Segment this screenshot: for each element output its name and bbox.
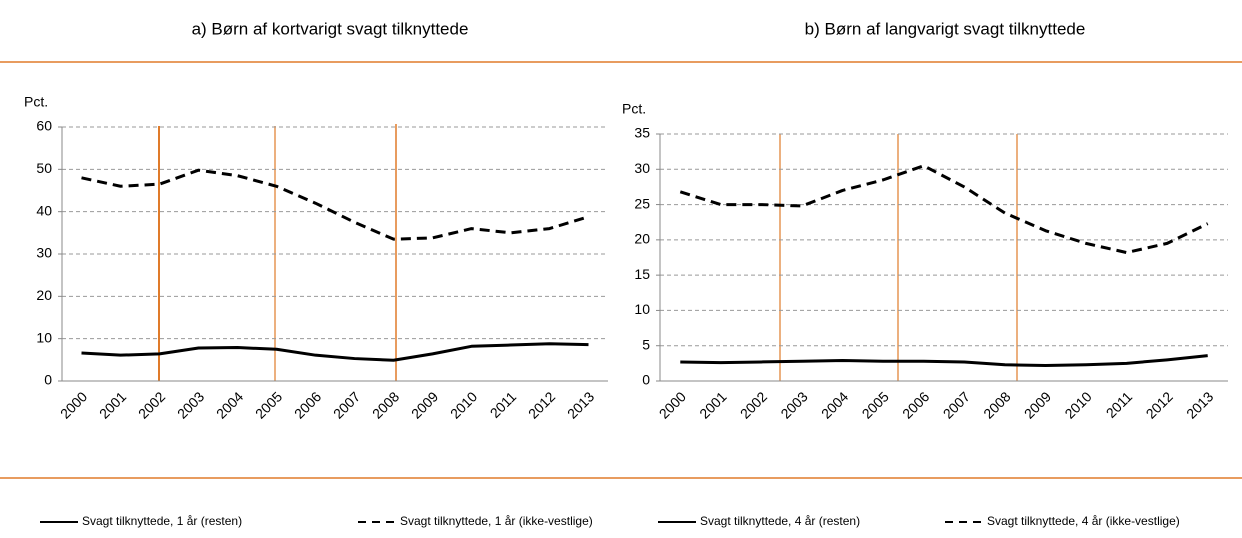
x-tick-label: 2009 [1021, 388, 1054, 421]
x-tick-label: 2004 [818, 388, 851, 421]
x-tick-label: 2005 [859, 388, 892, 421]
x-tick-label: 2003 [174, 388, 207, 421]
legend-label: Svagt tilknyttede, 4 år (resten) [700, 514, 860, 528]
x-tick-label: 2000 [656, 388, 689, 421]
x-tick-label: 2006 [899, 388, 932, 421]
legend-label: Svagt tilknyttede, 4 år (ikke-vestlige) [987, 514, 1180, 528]
y-tick-label: 30 [634, 160, 650, 176]
x-tick-label: 2010 [1061, 388, 1094, 421]
x-tick-label: 2007 [940, 388, 973, 421]
y-tick-label: 50 [36, 160, 52, 176]
x-tick-label: 2013 [1183, 388, 1216, 421]
y-axis-label: Pct. [622, 101, 646, 117]
x-tick-label: 2004 [213, 388, 246, 421]
series-line [679, 164, 1209, 255]
chart-title: b) Børn af langvarigt svagt tilknyttede [805, 19, 1086, 38]
y-tick-label: 60 [36, 118, 52, 134]
y-tick-label: 35 [634, 125, 650, 141]
x-tick-label: 2007 [330, 388, 363, 421]
y-tick-label: 15 [634, 266, 650, 282]
y-tick-label: 0 [44, 372, 52, 388]
series-line [81, 168, 589, 241]
legend-label: Svagt tilknyttede, 1 år (resten) [82, 514, 242, 528]
x-tick-label: 2002 [135, 388, 168, 421]
x-tick-label: 2011 [487, 388, 520, 421]
x-tick-label: 2006 [291, 388, 324, 421]
y-tick-label: 40 [36, 202, 52, 218]
y-tick-label: 20 [36, 287, 52, 303]
y-tick-label: 0 [642, 372, 650, 388]
x-tick-label: 2010 [447, 388, 480, 421]
x-tick-label: 2000 [57, 388, 90, 421]
series-line [680, 354, 1208, 367]
series-line [81, 342, 589, 362]
y-tick-label: 10 [36, 329, 52, 345]
x-tick-label: 2012 [525, 388, 558, 421]
x-tick-label: 2008 [369, 388, 402, 421]
y-tick-label: 10 [634, 301, 650, 317]
x-tick-label: 2013 [564, 388, 597, 421]
x-tick-label: 2001 [96, 388, 129, 421]
y-tick-label: 30 [36, 245, 52, 261]
x-tick-label: 2003 [777, 388, 810, 421]
x-tick-label: 2009 [408, 388, 441, 421]
x-tick-label: 2008 [980, 388, 1013, 421]
y-axis-label: Pct. [24, 94, 48, 110]
x-tick-label: 2005 [252, 388, 285, 421]
legend-label: Svagt tilknyttede, 1 år (ikke-vestlige) [400, 514, 593, 528]
x-tick-label: 2011 [1103, 388, 1136, 421]
x-tick-label: 2012 [1143, 388, 1176, 421]
y-tick-label: 25 [634, 195, 650, 211]
x-tick-label: 2002 [737, 388, 770, 421]
x-tick-label: 2001 [696, 388, 729, 421]
chart-title: a) Børn af kortvarigt svagt tilknyttede [192, 19, 469, 38]
y-tick-label: 5 [642, 336, 650, 352]
y-tick-label: 20 [634, 231, 650, 247]
